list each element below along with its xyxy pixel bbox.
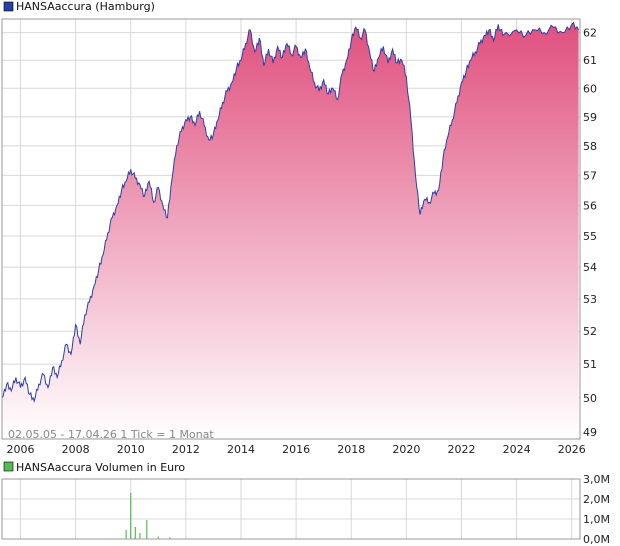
price-y-tick-label: 51	[583, 358, 597, 371]
price-legend-swatch	[3, 1, 14, 12]
volume-bar	[169, 537, 171, 539]
volume-plot-frame	[1, 478, 581, 540]
x-tick-label: 2006	[6, 443, 34, 456]
price-chart-title: HANSAaccura (Hamburg)	[16, 0, 155, 13]
volume-grid	[2, 478, 580, 540]
price-y-tick-label: 60	[583, 82, 597, 95]
volume-bar	[146, 520, 148, 539]
volume-bars	[125, 493, 171, 539]
price-period-note: 02.05.05 - 17.04.26 1 Tick = 1 Monat	[8, 428, 214, 441]
volume-y-tick-label: 1,0M	[583, 513, 610, 526]
x-tick-label: 2022	[447, 443, 475, 456]
x-tick-label: 2018	[337, 443, 365, 456]
volume-y-axis: 3,0M 2,0M 1,0M 0,0M	[583, 473, 610, 546]
price-y-tick-label: 50	[583, 392, 597, 405]
price-y-axis: 62 61 60 59 58 57 56 55 54 53 52 51 50 49	[583, 27, 597, 439]
price-y-tick-label: 55	[583, 230, 597, 243]
x-tick-label: 2010	[117, 443, 145, 456]
x-tick-label: 2008	[62, 443, 90, 456]
volume-bar	[125, 530, 127, 539]
x-tick-label: 2012	[172, 443, 200, 456]
volume-y-tick-label: 3,0M	[583, 473, 610, 486]
price-y-tick-label: 53	[583, 293, 597, 306]
price-line	[1, 21, 580, 403]
x-tick-label: 2024	[503, 443, 531, 456]
price-y-tick-label: 58	[583, 140, 597, 153]
price-y-tick-label: 62	[583, 27, 597, 40]
volume-bar	[139, 533, 141, 539]
volume-y-tick-label: 0,0M	[583, 533, 610, 546]
price-plot-frame	[1, 18, 581, 440]
volume-chart-title: HANSAaccura Volumen in Euro	[16, 461, 185, 474]
price-y-tick-label: 49	[583, 426, 597, 439]
price-y-tick-label: 59	[583, 111, 597, 124]
x-tick-label: 2026	[558, 443, 586, 456]
x-tick-label: 2016	[282, 443, 310, 456]
volume-bar	[134, 527, 136, 539]
price-y-tick-label: 56	[583, 199, 597, 212]
volume-bar	[157, 536, 159, 539]
x-tick-label: 2014	[227, 443, 255, 456]
x-tick-label: 2020	[392, 443, 420, 456]
price-y-tick-label: 61	[583, 54, 597, 67]
price-y-tick-label: 54	[583, 261, 597, 274]
price-y-tick-label: 52	[583, 325, 597, 338]
price-y-tick-label: 57	[583, 169, 597, 182]
volume-bar	[130, 493, 132, 539]
volume-legend-swatch	[3, 461, 14, 472]
price-area	[2, 22, 579, 439]
price-x-axis: 2006 2008 2010 2012 2014 2016 2018 2020 2022 2024…	[6, 443, 585, 456]
volume-y-tick-label: 2,0M	[583, 493, 610, 506]
